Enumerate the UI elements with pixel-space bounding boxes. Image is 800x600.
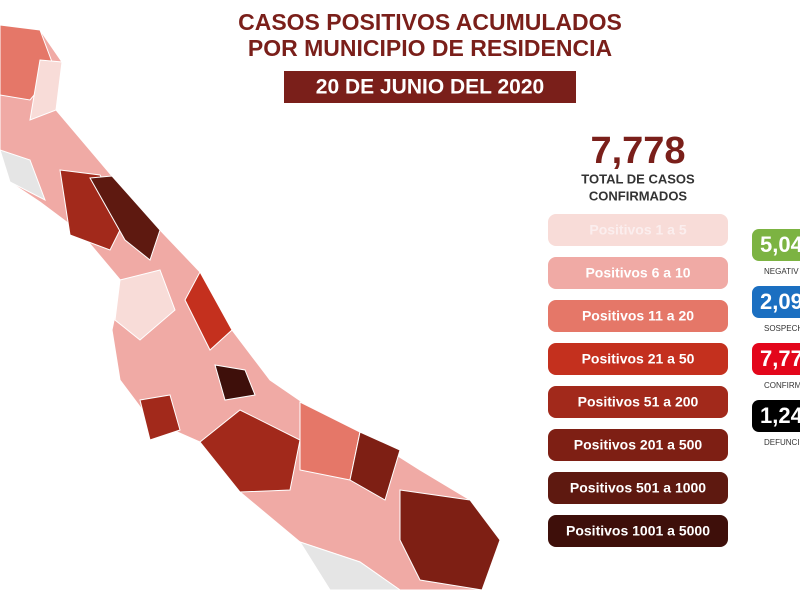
stat-label: DEFUNCI [764,438,800,447]
title: POR MUNICIPIO DE RESIDENCIA [248,35,612,61]
title: CASOS POSITIVOS ACUMULADOS [238,9,622,35]
legend-box [548,257,728,289]
map [0,24,501,591]
total: 7,778 [590,130,685,172]
stat-box [752,229,800,261]
stat-box [752,343,800,375]
stat-label: CONFIRM [764,381,800,390]
stat-label: NEGATIV [764,267,799,276]
legend-box [548,429,728,461]
stat-value: 2,09 [760,289,800,314]
legend-box [548,343,728,375]
legend-box [548,515,728,547]
stat-value: 7,77 [760,346,800,371]
legend-box [548,300,728,332]
total-label: CONFIRMADOS [589,188,688,203]
legend-box [548,472,728,504]
legend-label: Positivos 1 a 5 [589,222,686,238]
total-label: TOTAL DE CASOS [581,171,695,186]
stat-value: 1,24 [760,403,800,428]
legend-box [548,214,728,246]
legend-box [548,386,728,418]
date-banner [284,71,576,103]
stat-box [752,286,800,318]
date: 20 DE JUNIO DEL 2020 [316,76,544,99]
stat-value: 5,04 [760,232,800,257]
legend-label: Positivos 21 a 50 [582,351,695,367]
legend-label: Positivos 501 a 1000 [570,480,706,496]
stat-box [752,400,800,432]
stat-label: SOSPECH [764,324,800,333]
legend-label: Positivos 11 a 20 [582,308,694,324]
legend-label: Positivos 1001 a 5000 [566,523,710,539]
legend-label: Positivos 201 a 500 [574,437,703,453]
legend-label: Positivos 6 a 10 [585,265,690,281]
legend-label: Positivos 51 a 200 [578,394,699,410]
